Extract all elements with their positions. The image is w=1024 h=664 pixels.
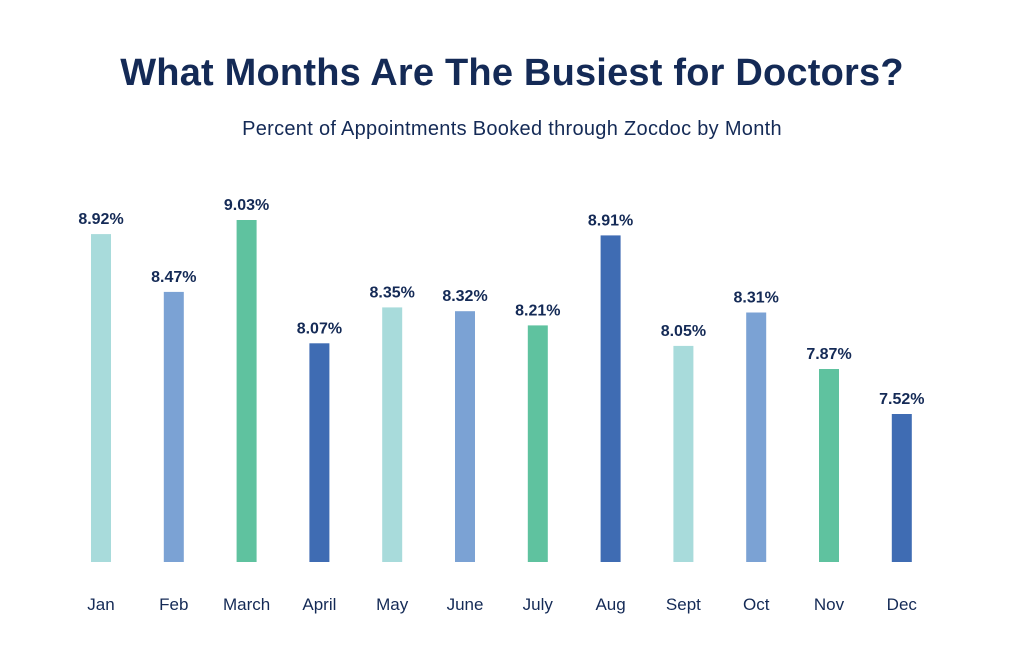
x-tick-label-june: June xyxy=(447,595,484,614)
data-label-sept: 8.05% xyxy=(661,323,706,340)
data-label-july: 8.21% xyxy=(515,302,560,319)
bar-dec xyxy=(891,414,912,562)
x-tick-label-oct: Oct xyxy=(743,595,770,614)
data-label-nov: 7.87% xyxy=(806,346,851,363)
bar-sept xyxy=(673,345,694,562)
x-tick-label-march: March xyxy=(223,595,270,614)
data-label-may: 8.35% xyxy=(370,284,415,301)
bar-march xyxy=(236,220,257,562)
bar-jan xyxy=(91,234,111,562)
x-tick-label-aug: Aug xyxy=(595,595,625,614)
chart-title: What Months Are The Busiest for Doctors? xyxy=(120,52,904,94)
bar-aug xyxy=(600,235,621,562)
data-label-april: 8.07% xyxy=(297,320,342,337)
data-label-oct: 8.31% xyxy=(734,290,779,307)
data-label-jan: 8.92% xyxy=(78,211,123,228)
x-tick-label-feb: Feb xyxy=(159,595,188,614)
x-tick-label-nov: Nov xyxy=(814,595,845,614)
x-tick-label-dec: Dec xyxy=(887,595,918,614)
data-label-june: 8.32% xyxy=(442,288,487,305)
data-label-dec: 7.52% xyxy=(879,391,924,408)
data-label-feb: 8.47% xyxy=(151,269,196,286)
x-tick-label-july: July xyxy=(523,595,554,614)
bar-june xyxy=(455,311,475,562)
bar-july xyxy=(527,325,548,562)
data-label-aug: 8.91% xyxy=(588,212,633,229)
bar-feb xyxy=(163,291,184,562)
x-tick-label-jan: Jan xyxy=(87,595,114,614)
data-label-march: 9.03% xyxy=(224,197,269,214)
bar-oct xyxy=(746,312,767,562)
bar-april xyxy=(309,343,330,562)
bar-may xyxy=(382,307,403,562)
x-tick-label-sept: Sept xyxy=(666,595,701,614)
x-tick-label-may: May xyxy=(376,595,409,614)
x-tick-label-april: April xyxy=(302,595,336,614)
chart-subtitle: Percent of Appointments Booked through Z… xyxy=(242,118,782,140)
bar-nov xyxy=(819,369,839,562)
